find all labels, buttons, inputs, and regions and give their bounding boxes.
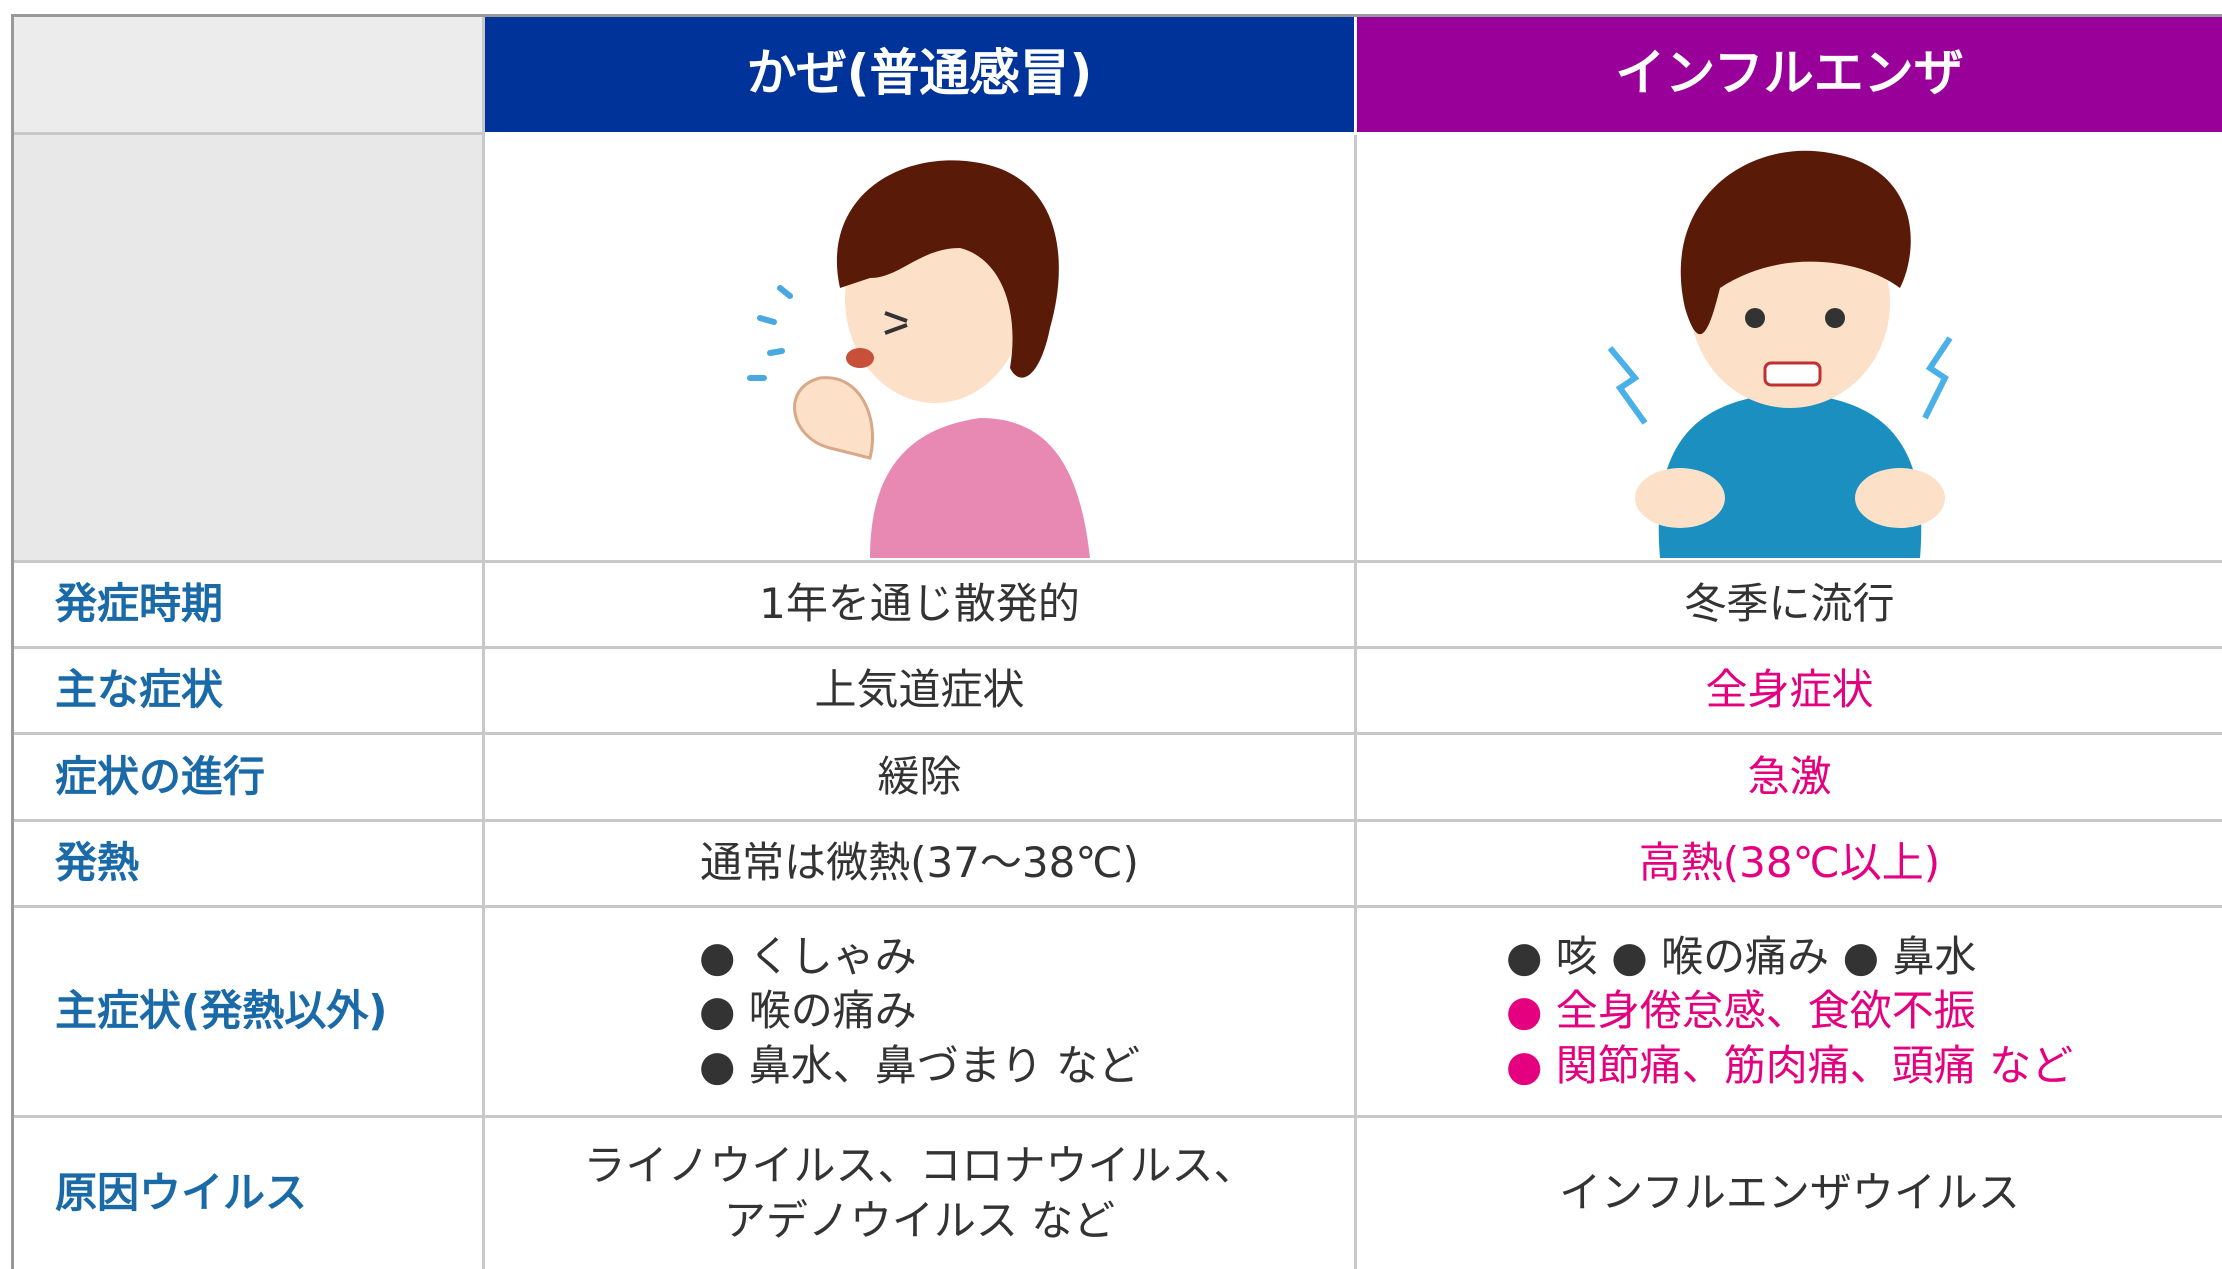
flu-symptom-list: ● 咳 ● 喉の痛み ● 鼻水 ● 全身倦怠感、食欲不振 ● 関節痛、筋肉痛、頭… xyxy=(1506,930,2073,1094)
list-item: ● 喉の痛み xyxy=(698,986,917,1036)
cold-symptom-list: ● くしゃみ ● 喉の痛み ● 鼻水、鼻づまり など xyxy=(699,930,1140,1094)
row-label: 症状の進行 xyxy=(11,735,485,822)
row-label: 発症時期 xyxy=(11,563,485,649)
flu-value: 冬季に流行 xyxy=(1357,563,2222,649)
flu-illustration xyxy=(1607,150,1952,558)
row-label: 発熱 xyxy=(11,822,485,908)
list-item: ● 関節痛、筋肉痛、頭痛 など xyxy=(1505,1040,2074,1090)
flu-value: インフルエンザウイルス xyxy=(1559,1168,2020,1218)
text-lines: ライノウイルス、コロナウイルス、 アデノウイルス など xyxy=(583,1139,1255,1248)
header-corner xyxy=(11,14,485,135)
row-label: 原因ウイルス xyxy=(11,1118,485,1269)
list-item: ● 咳 ● 喉の痛み ● 鼻水 xyxy=(1505,931,1977,981)
cold-illustration xyxy=(746,159,1090,558)
text-line: ライノウイルス、コロナウイルス、 xyxy=(583,1140,1256,1190)
cold-value: 通常は微熱(37〜38℃) xyxy=(485,822,1357,908)
cold-value: ライノウイルス、コロナウイルス、 アデノウイルス など xyxy=(485,1118,1357,1269)
image-row-label xyxy=(11,135,485,563)
list-item: ● 全身倦怠感、食欲不振 xyxy=(1505,986,1976,1036)
list-item: ● 鼻水、鼻づまり など xyxy=(698,1040,1141,1090)
row-label: 主な症状 xyxy=(11,649,485,735)
cold-value: 上気道症状 xyxy=(485,649,1357,735)
row-label: 主症状(発熱以外) xyxy=(11,908,485,1118)
flu-value: 急激 xyxy=(1357,735,2222,822)
flu-value: ● 咳 ● 喉の痛み ● 鼻水 ● 全身倦怠感、食欲不振 ● 関節痛、筋肉痛、頭… xyxy=(1357,908,2222,1118)
flu-value: 全身症状 xyxy=(1357,649,2222,735)
cold-value: 1年を通じ散発的 xyxy=(485,563,1357,649)
cold-value: 緩除 xyxy=(485,735,1357,822)
cold-illustration-cell xyxy=(485,135,1357,563)
header-cold: かぜ(普通感冒) xyxy=(485,14,1357,135)
text-line: アデノウイルス など xyxy=(723,1195,1116,1245)
flu-value: 高熱(38℃以上) xyxy=(1357,822,2222,908)
list-item: ● くしゃみ xyxy=(698,931,917,981)
flu-illustration-cell xyxy=(1357,135,2222,563)
cold-value: ● くしゃみ ● 喉の痛み ● 鼻水、鼻づまり など xyxy=(485,908,1357,1118)
header-flu: インフルエンザ xyxy=(1357,14,2222,135)
